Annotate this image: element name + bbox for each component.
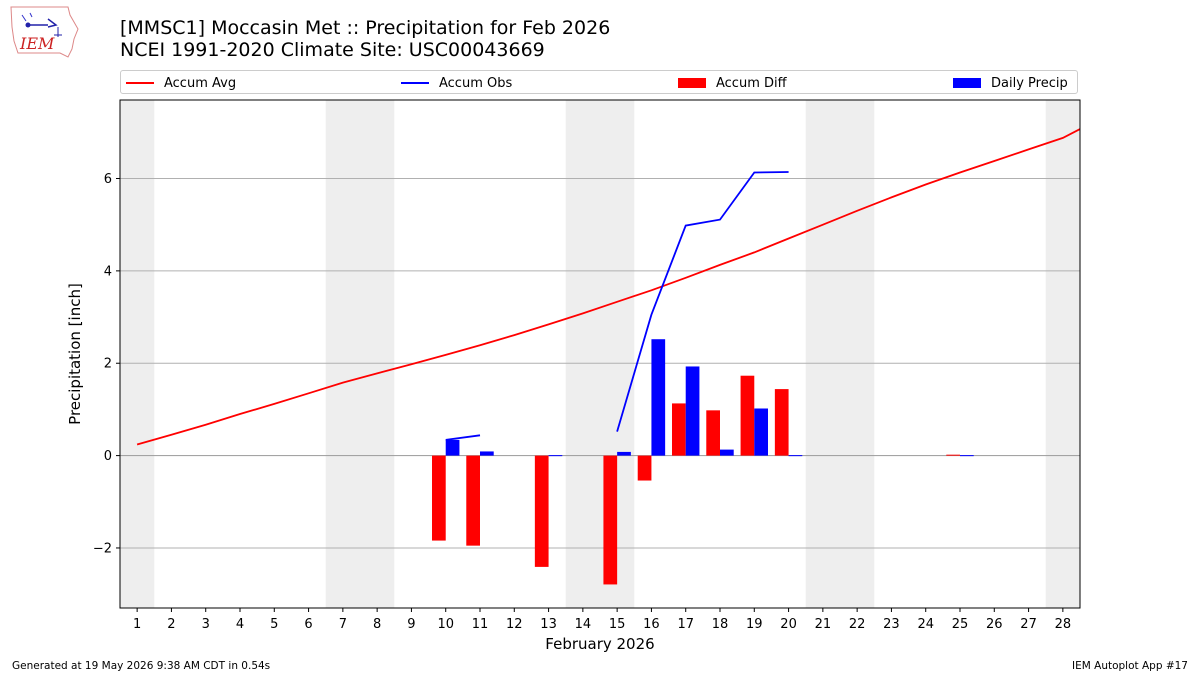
x-tick-label: 23 bbox=[883, 617, 900, 632]
legend-swatch-accum-obs bbox=[401, 82, 429, 84]
weekend-band-3 bbox=[805, 100, 875, 608]
x-tick-label: 15 bbox=[609, 617, 626, 632]
daily-precip-bar bbox=[548, 455, 563, 457]
legend-entry-accum-avg: Accum Avg bbox=[126, 74, 236, 92]
x-tick-label: 18 bbox=[712, 617, 729, 632]
y-tick-label: 4 bbox=[104, 264, 112, 279]
x-tick-label: 19 bbox=[746, 617, 763, 632]
accum-diff-bar bbox=[637, 455, 652, 481]
x-tick-label: 28 bbox=[1055, 617, 1072, 632]
logo-text: IEM bbox=[19, 34, 55, 53]
x-tick-label: 4 bbox=[236, 617, 244, 632]
legend-entry-accum-obs: Accum Obs bbox=[401, 74, 512, 92]
weekend-band-4 bbox=[1045, 100, 1080, 608]
x-tick-label: 7 bbox=[339, 617, 347, 632]
x-tick-label: 12 bbox=[506, 617, 523, 632]
x-axis-label: February 2026 bbox=[545, 635, 654, 653]
x-tick-label: 1 bbox=[133, 617, 141, 632]
accum-diff-bar bbox=[466, 455, 480, 546]
x-tick-label: 27 bbox=[1020, 617, 1037, 632]
gridlines bbox=[120, 178, 1080, 549]
x-tick-label: 17 bbox=[677, 617, 694, 632]
weekend-band-2 bbox=[565, 100, 635, 608]
x-tick-label: 20 bbox=[780, 617, 797, 632]
accum-diff-bar bbox=[774, 389, 789, 456]
accum-diff-bar bbox=[534, 455, 549, 567]
x-tick-label: 13 bbox=[540, 617, 557, 632]
x-tick-label: 6 bbox=[304, 617, 312, 632]
y-tick-label: 6 bbox=[104, 172, 112, 187]
x-tick-label: 8 bbox=[373, 617, 381, 632]
daily-precip-bar bbox=[445, 439, 460, 456]
daily-precip-bar bbox=[960, 455, 974, 457]
daily-precip-bar bbox=[617, 451, 631, 456]
x-tick-label: 22 bbox=[849, 617, 866, 632]
weekend-band-1 bbox=[325, 100, 395, 608]
daily-precip-bar bbox=[685, 366, 700, 456]
x-tick-label: 2 bbox=[167, 617, 175, 632]
accum-diff-bar bbox=[432, 455, 446, 541]
x-tick-label: 21 bbox=[815, 617, 832, 632]
weekend-shading bbox=[120, 100, 1080, 608]
y-axis-label: Precipitation [inch] bbox=[66, 283, 84, 425]
daily-precip-bar bbox=[720, 449, 734, 456]
generated-timestamp: Generated at 19 May 2026 9:38 AM CDT in … bbox=[12, 660, 271, 672]
accum-avg-line-0 bbox=[136, 128, 1081, 446]
accum-diff-bar bbox=[706, 410, 720, 456]
iem-logo: IEM bbox=[10, 6, 79, 58]
daily-precip-bar bbox=[788, 455, 803, 457]
legend-entry-daily-precip: Daily Precip bbox=[953, 74, 1068, 92]
x-tick-label: 3 bbox=[202, 617, 210, 632]
y-tick-label: 0 bbox=[104, 449, 112, 464]
legend-label-accum-diff: Accum Diff bbox=[716, 75, 787, 91]
x-tick-label: 26 bbox=[986, 617, 1003, 632]
y-tick-label: −2 bbox=[93, 541, 112, 556]
legend-label-accum-obs: Accum Obs bbox=[439, 75, 513, 91]
x-tick-label: 24 bbox=[917, 617, 934, 632]
x-tick-label: 5 bbox=[270, 617, 278, 632]
bars bbox=[432, 339, 974, 585]
x-tick-label: 9 bbox=[407, 617, 415, 632]
accum-obs-line-0 bbox=[445, 434, 481, 441]
legend-swatch-daily-precip bbox=[953, 78, 981, 88]
accum-diff-bar bbox=[672, 403, 686, 456]
x-tick-label: 16 bbox=[643, 617, 660, 632]
plot-frame bbox=[119, 99, 1081, 609]
accum-obs-line-1 bbox=[616, 171, 789, 432]
x-tick-label: 11 bbox=[472, 617, 489, 632]
chart-subtitle: NCEI 1991-2020 Climate Site: USC00043669 bbox=[120, 39, 545, 61]
weekend-band-0 bbox=[120, 100, 155, 608]
y-tick-label: 2 bbox=[104, 357, 112, 372]
app-credit: IEM Autoplot App #17 bbox=[1072, 660, 1188, 672]
accum-diff-bar bbox=[946, 454, 960, 456]
daily-precip-bar bbox=[651, 339, 666, 456]
legend-entry-accum-diff: Accum Diff bbox=[678, 74, 787, 92]
legend-label-daily-precip: Daily Precip bbox=[991, 75, 1068, 91]
daily-precip-bar bbox=[754, 408, 768, 456]
legend-swatch-accum-avg bbox=[126, 82, 154, 84]
chart-title: [MMSC1] Moccasin Met :: Precipitation fo… bbox=[120, 17, 611, 39]
daily-precip-bar bbox=[480, 451, 494, 456]
x-tick-label: 14 bbox=[575, 617, 592, 632]
accum-diff-bar bbox=[740, 375, 755, 456]
legend: Accum Avg Accum Obs Accum Diff Daily Pre… bbox=[120, 70, 1078, 94]
accum-diff-bar bbox=[603, 455, 618, 585]
legend-swatch-accum-diff bbox=[678, 78, 706, 88]
x-tick-label: 10 bbox=[437, 617, 454, 632]
x-tick-label: 25 bbox=[952, 617, 969, 632]
lines bbox=[136, 128, 1081, 446]
legend-label-accum-avg: Accum Avg bbox=[164, 75, 237, 91]
